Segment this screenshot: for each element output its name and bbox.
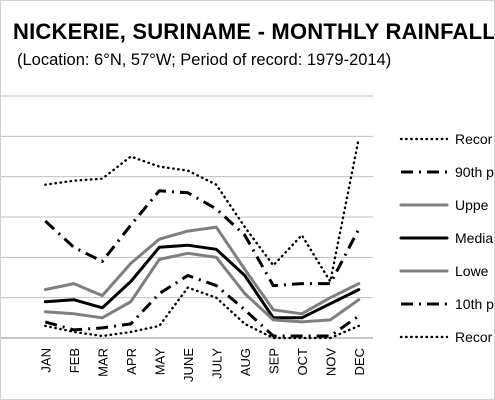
x-tick-label: DEC xyxy=(352,348,367,375)
x-tick-label: NOV xyxy=(323,348,338,377)
legend-label: 10th p xyxy=(455,296,494,312)
x-tick-label: OCT xyxy=(295,348,310,376)
x-tick-label: MAR xyxy=(95,348,110,377)
series-line-1 xyxy=(44,189,361,288)
x-tick-label: JAN xyxy=(38,348,53,373)
legend-label: Recor xyxy=(455,329,493,345)
legend-label: Media xyxy=(455,230,493,246)
x-tick-label: AUG xyxy=(238,348,253,376)
x-axis-tick-labels: JAN FEB MAR APR MAY JUNE JULY AUG SEP OCT NOV DEC xyxy=(38,348,367,382)
legend: Recor 90th p Uppe Media Lowe 10th p Recor xyxy=(399,131,494,345)
series-line-4 xyxy=(43,251,361,324)
x-tick-label: JUNE xyxy=(181,348,196,382)
series-line-6 xyxy=(44,286,360,340)
series-line-2 xyxy=(43,225,361,316)
series-line-5 xyxy=(44,274,360,338)
series-line-0 xyxy=(44,137,360,283)
chart-subtitle: (Location: 6°N, 57°W; Period of record: … xyxy=(17,51,392,69)
legend-label: 90th p xyxy=(455,164,494,180)
x-tick-label: JULY xyxy=(209,348,224,379)
legend-label: Uppe xyxy=(455,197,489,213)
legend-label: Recor xyxy=(455,131,493,147)
x-tick-label: MAY xyxy=(152,348,167,376)
x-tick-label: SEP xyxy=(266,348,281,374)
series-lines xyxy=(43,137,361,340)
series-line-3 xyxy=(43,243,361,320)
x-tick-label: FEB xyxy=(67,348,82,373)
legend-label: Lowe xyxy=(455,263,489,279)
x-tick-label: APR xyxy=(124,348,139,375)
chart-title: NICKERIE, SURINAME - MONTHLY RAINFALL xyxy=(13,19,495,44)
